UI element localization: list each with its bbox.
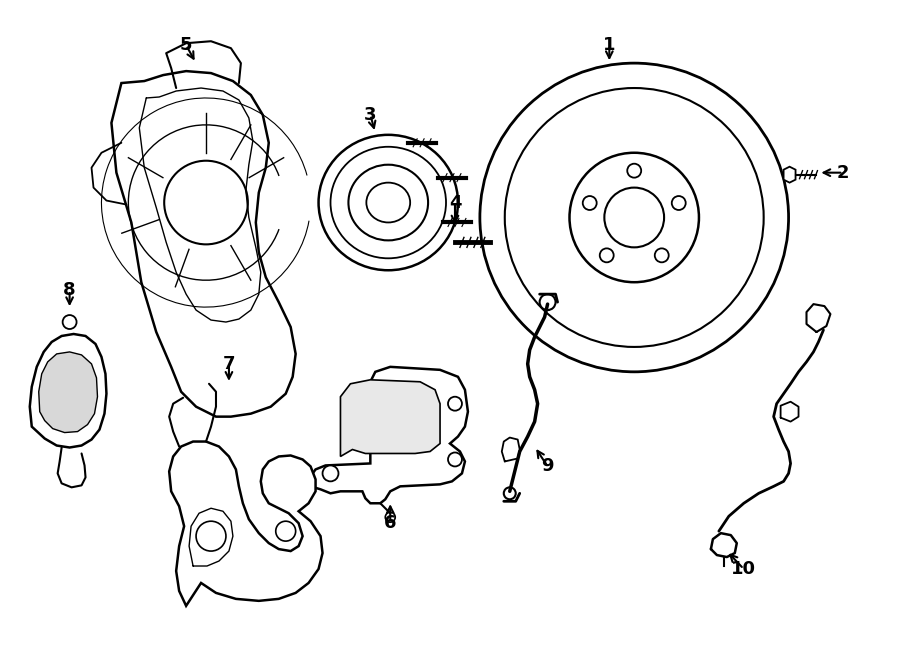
Polygon shape [30,334,106,448]
Circle shape [604,187,664,248]
Text: 5: 5 [180,36,193,54]
Text: 8: 8 [63,281,76,299]
Circle shape [448,397,462,410]
Text: 4: 4 [449,193,461,212]
Polygon shape [784,167,796,183]
Ellipse shape [366,183,410,222]
Circle shape [627,164,641,177]
Circle shape [275,521,296,541]
Circle shape [63,315,76,329]
Text: 3: 3 [364,106,376,124]
Circle shape [448,453,462,467]
Circle shape [196,521,226,551]
Circle shape [540,294,555,310]
Text: 2: 2 [837,164,850,181]
Ellipse shape [319,135,458,270]
Circle shape [322,465,338,481]
Polygon shape [169,442,322,606]
Text: 10: 10 [732,560,756,578]
Polygon shape [340,380,440,457]
Circle shape [164,161,248,244]
Circle shape [671,196,686,210]
Circle shape [655,248,669,262]
Text: 7: 7 [222,355,235,373]
Circle shape [582,196,597,210]
Polygon shape [112,71,296,416]
Circle shape [570,153,699,282]
Text: 1: 1 [603,36,616,54]
Circle shape [504,487,516,499]
Text: 6: 6 [384,514,397,532]
Polygon shape [39,352,97,432]
Circle shape [480,63,788,372]
Text: 9: 9 [541,457,554,475]
Circle shape [599,248,614,262]
Polygon shape [310,367,468,503]
Circle shape [385,512,395,522]
Ellipse shape [348,165,428,240]
